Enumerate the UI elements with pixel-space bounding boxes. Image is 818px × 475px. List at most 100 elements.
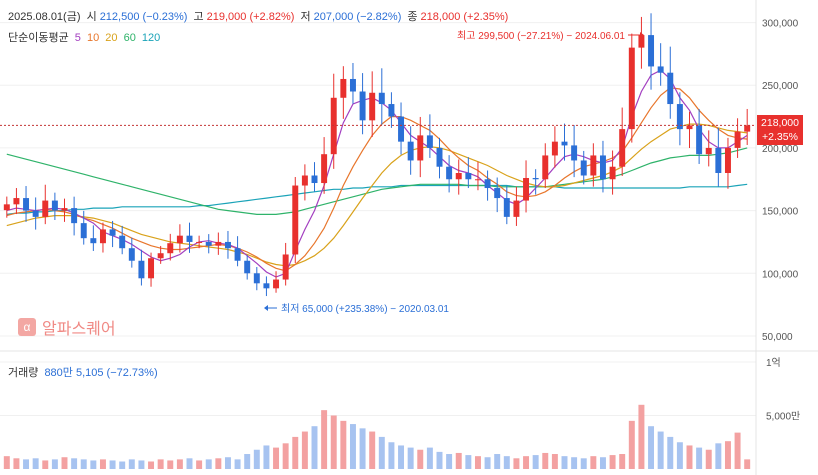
volume-bar bbox=[176, 459, 183, 469]
candle-body bbox=[398, 116, 405, 142]
volume-bar bbox=[263, 445, 270, 469]
alphasquare-logo: α 알파스퀘어 bbox=[18, 315, 116, 339]
candle-body bbox=[51, 200, 58, 211]
volume-bar bbox=[369, 431, 376, 469]
volume-bar bbox=[301, 431, 308, 469]
volume-bar bbox=[532, 455, 539, 469]
volume-bar bbox=[398, 445, 405, 469]
alphasquare-logo-icon: α bbox=[18, 318, 36, 336]
ma-legend-10: 10 bbox=[86, 32, 100, 44]
candle-body bbox=[542, 155, 549, 180]
candle-body bbox=[407, 141, 414, 161]
candle-body bbox=[157, 253, 164, 259]
date-label: 2025.08.01(금) bbox=[8, 11, 81, 23]
volume-bar bbox=[224, 457, 231, 469]
volume-bar bbox=[109, 460, 116, 469]
volume-bar bbox=[3, 456, 10, 469]
candle-body bbox=[571, 145, 578, 161]
volume-bar bbox=[676, 442, 683, 469]
volume-bar bbox=[696, 447, 703, 469]
volume-bar bbox=[561, 456, 568, 469]
low-annotation: 최저 65,000 (+235.38%) − 2020.03.01 bbox=[264, 303, 449, 315]
grid-lines bbox=[0, 22, 756, 416]
ohlc-header: 2025.08.01(금) 시 212,500 (−0.23%) 고 219,000… bbox=[8, 8, 511, 24]
candle-body bbox=[494, 188, 501, 199]
volume-bar bbox=[51, 459, 58, 469]
volume-bar bbox=[71, 458, 78, 469]
volume-bar bbox=[734, 432, 741, 469]
volume-bar bbox=[686, 445, 693, 469]
candle-body bbox=[186, 235, 193, 242]
volume-bar bbox=[474, 456, 481, 469]
candle-body bbox=[619, 129, 626, 167]
candle-body bbox=[215, 241, 222, 246]
candle-body bbox=[455, 172, 462, 180]
candle-body bbox=[42, 200, 49, 217]
candle-body bbox=[523, 178, 530, 201]
volume-bar bbox=[484, 457, 491, 469]
candle-body bbox=[369, 92, 376, 121]
high-arrow-icon bbox=[640, 32, 644, 38]
volume-bar bbox=[705, 449, 712, 469]
volume-bar bbox=[321, 410, 328, 469]
volume-bar bbox=[23, 459, 30, 469]
volume-bar bbox=[657, 431, 664, 469]
candle-body bbox=[417, 135, 424, 161]
candle-body bbox=[551, 141, 558, 156]
ma60-line bbox=[6, 147, 748, 215]
candle-body bbox=[13, 198, 20, 205]
candle-body bbox=[321, 154, 328, 184]
ma-legend-5: 5 bbox=[74, 32, 81, 44]
volume-bar bbox=[61, 457, 68, 469]
volume-bar bbox=[234, 459, 241, 469]
volume-bar bbox=[244, 454, 251, 469]
candle-body bbox=[311, 175, 318, 184]
candle-body bbox=[378, 92, 385, 105]
volume-bar bbox=[426, 447, 433, 469]
volume-bar bbox=[128, 459, 135, 469]
candle-body bbox=[446, 166, 453, 180]
price-tick-label: 200,000 bbox=[762, 144, 799, 155]
volume-bar bbox=[215, 458, 222, 469]
current-price-value: 218,000 bbox=[761, 117, 799, 129]
candle-body bbox=[532, 178, 539, 180]
volume-header: 거래량 880만 5,105 (−72.73%) bbox=[8, 364, 161, 380]
volume-bar bbox=[638, 404, 645, 469]
volume-bar bbox=[90, 460, 97, 469]
volume-bar bbox=[42, 460, 49, 469]
volume-axis: 1억 5,000만 bbox=[766, 357, 800, 423]
candle-body bbox=[80, 223, 87, 239]
candle-body bbox=[657, 66, 664, 73]
candle-body bbox=[580, 160, 587, 176]
moving-average-lines bbox=[6, 69, 748, 278]
candle-body bbox=[234, 248, 241, 261]
candle-body bbox=[696, 125, 703, 155]
current-price-tag: 218,000 +2.35% bbox=[757, 115, 803, 145]
volume-bar bbox=[724, 441, 731, 469]
candle-body bbox=[648, 35, 655, 67]
candle-body bbox=[724, 147, 731, 173]
volume-bar bbox=[292, 436, 299, 469]
volume-bar bbox=[715, 443, 722, 469]
candle-body bbox=[484, 179, 491, 189]
ma-legend-120: 120 bbox=[141, 32, 161, 44]
candle-body bbox=[138, 260, 145, 279]
volume-bar bbox=[590, 456, 597, 469]
current-price-change: +2.35% bbox=[762, 131, 798, 143]
candle-body bbox=[244, 260, 251, 274]
volume-bar bbox=[571, 457, 578, 469]
candle-body bbox=[99, 229, 106, 244]
candle-body bbox=[61, 208, 68, 211]
candle-body bbox=[253, 273, 260, 284]
candle-body bbox=[503, 198, 510, 217]
candle-body bbox=[282, 254, 289, 280]
volume-bar bbox=[648, 426, 655, 469]
candle-body bbox=[224, 241, 231, 249]
volume-bar bbox=[667, 436, 674, 469]
volume-bar bbox=[157, 459, 164, 469]
volume-bar bbox=[542, 452, 549, 469]
candle-body bbox=[561, 141, 568, 146]
open-label: 시 bbox=[86, 11, 97, 23]
high-annotation: 최고 299,500 (−27.21%) − 2024.06.01 bbox=[457, 30, 644, 42]
high-annotation-label: 최고 299,500 (−27.21%) − 2024.06.01 bbox=[457, 30, 625, 42]
